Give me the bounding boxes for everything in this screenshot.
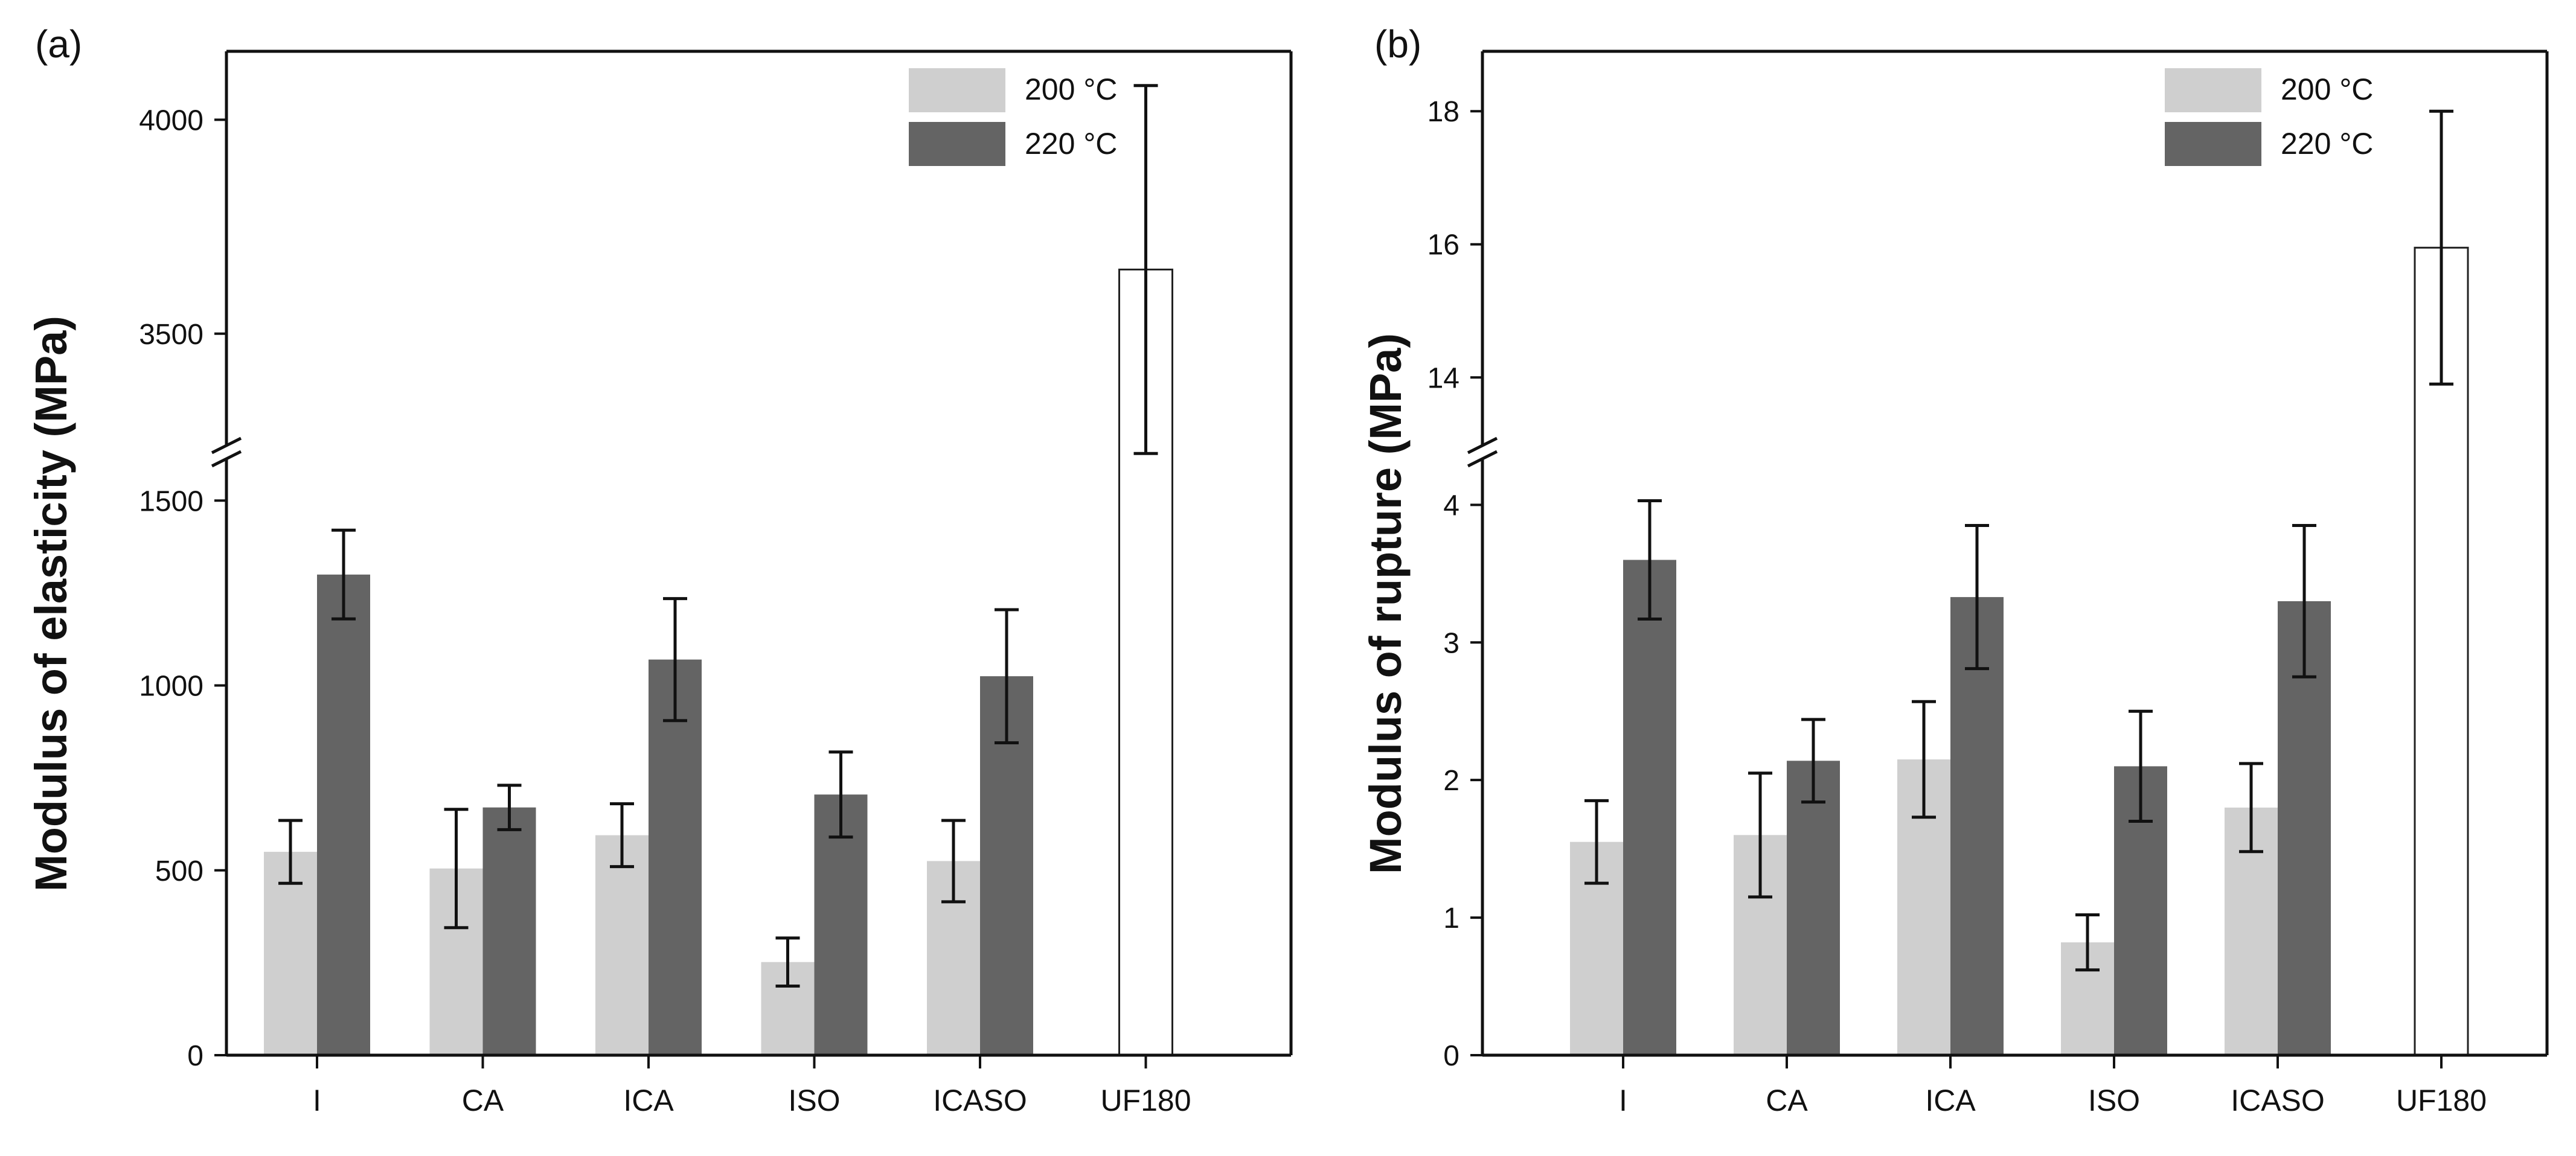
legend-swatch-200 [909,68,1005,112]
bar-CA-220 °C [1787,761,1840,1055]
bar-ICA-220 °C [1950,597,2004,1055]
legend-label-220: 220 °C [1025,127,1117,161]
bar-ICA-200 °C [595,835,649,1055]
y-axis-label: Modulus of elasticity (MPa) [26,316,76,892]
x-tick-label: UF180 [2396,1084,2487,1117]
x-tick-label: CA [1766,1084,1808,1117]
y-tick-label: 2 [1443,765,1459,797]
y-tick-label: 500 [155,855,203,887]
legend-label-220: 220 °C [2281,127,2373,161]
legend-swatch-220 [909,122,1005,166]
y-tick-label: 14 [1427,362,1459,394]
y-tick-label: 16 [1427,229,1459,261]
y-tick-label: 3 [1443,627,1459,659]
x-tick-label: CA [462,1084,504,1117]
y-tick-label: 1 [1443,902,1459,934]
bar-ICA-220 °C [649,659,702,1055]
y-tick-label: 0 [1443,1040,1459,1072]
axis-break-mark [1467,436,1498,455]
bar-I-220 °C [317,574,370,1056]
y-tick-label: 0 [187,1040,203,1072]
x-tick-label: ICASO [933,1084,1027,1117]
x-tick-label: ISO [2088,1084,2140,1117]
x-tick-label: ICA [1925,1084,1976,1117]
legend: 200 °C 220 °C [2165,68,2373,166]
y-tick-label: 4000 [139,104,203,136]
y-axis-label: Modulus of rupture (MPa) [1360,333,1411,874]
legend: 200 °C 220 °C [909,68,1117,166]
bar-I-200 °C [264,852,317,1055]
bar-CA-220 °C [482,807,536,1055]
bar-I-220 °C [1623,560,1676,1055]
chart-panel-a: (a) Modulus of elasticity (MPa) I CA ICA IS… [26,22,1293,1117]
panel-label: (a) [35,22,82,66]
bars-layer [264,269,1173,1056]
chart-panel-b: (b) Modulus of rupture (MPa) I CA ICA ISO IC… [1360,22,2549,1117]
x-tick-label: I [1619,1084,1627,1117]
y-tick-label: 18 [1427,96,1459,128]
y-tick-label: 4 [1443,490,1459,522]
error-bars-layer [1584,109,2453,972]
x-tick-label: UF180 [1100,1084,1191,1117]
legend-swatch-220 [2165,122,2261,166]
error-bars-layer [278,84,1158,988]
axis-break-mark [1467,450,1498,468]
y-tick-label: 1500 [139,485,203,517]
x-tick-label: I [313,1084,321,1117]
x-tick-label: ICASO [2231,1084,2325,1117]
legend-swatch-200 [2165,68,2261,112]
panel-label: (b) [1374,22,1421,66]
bars-layer [1570,246,2469,1056]
axis-break-mark [211,436,242,455]
legend-label-200: 200 °C [2281,72,2373,106]
x-tick-label: ISO [788,1084,840,1117]
axis-break-mark [211,450,242,468]
y-tick-label: 3500 [139,319,203,351]
x-tick-label: ICA [623,1084,674,1117]
y-tick-label: 1000 [139,671,203,703]
legend-label-200: 200 °C [1025,72,1117,106]
